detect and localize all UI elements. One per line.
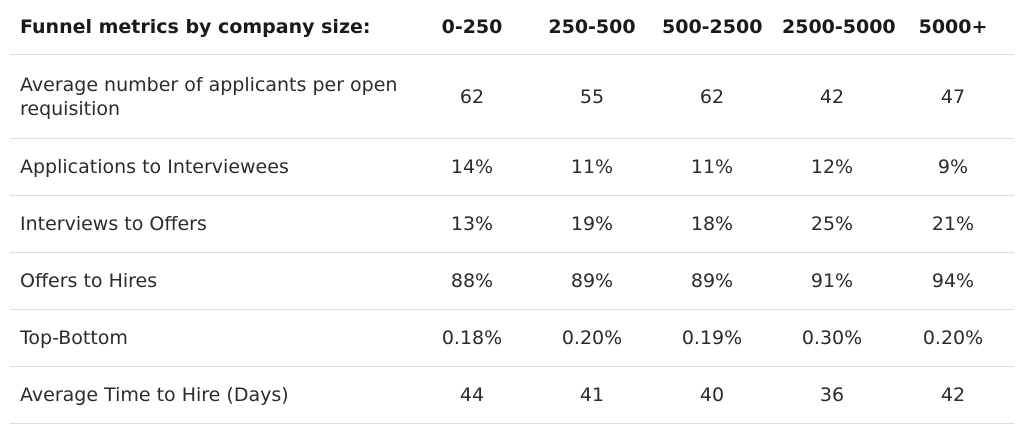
table-cell: 14%	[412, 138, 532, 196]
column-header-2500-5000: 2500-5000	[772, 0, 896, 55]
table-body: Average number of applicants per open re…	[10, 54, 1014, 424]
table-cell: 41	[532, 366, 652, 424]
table-row-offers-to-hires: Offers to Hires 88% 89% 89% 91% 94%	[10, 252, 1014, 310]
header-row: Funnel metrics by company size: 0-250 25…	[10, 0, 1014, 55]
funnel-metrics-table: Funnel metrics by company size: 0-250 25…	[10, 0, 1014, 424]
column-header-5000-plus: 5000+	[892, 0, 1014, 55]
table-cell: 25%	[772, 195, 892, 253]
table-cell: 44	[412, 366, 532, 424]
column-header-250-500: 250-500	[532, 0, 652, 55]
table-row-applications-to-interviewees: Applications to Interviewees 14% 11% 11%…	[10, 138, 1014, 196]
table-cell: 0.20%	[532, 309, 652, 367]
table-cell: 94%	[892, 252, 1014, 310]
table-cell: 0.20%	[892, 309, 1014, 367]
table-cell: 18%	[652, 195, 772, 253]
table-row-applicants-per-requisition: Average number of applicants per open re…	[10, 54, 1014, 139]
table-cell: 0.18%	[412, 309, 532, 367]
table-cell: 0.30%	[772, 309, 892, 367]
column-header-500-2500: 500-2500	[652, 0, 772, 55]
table-cell: 19%	[532, 195, 652, 253]
row-label: Applications to Interviewees	[10, 138, 412, 196]
table-cell: 88%	[412, 252, 532, 310]
table-cell: 89%	[532, 252, 652, 310]
table-cell: 62	[652, 54, 772, 139]
table-header: Funnel metrics by company size: 0-250 25…	[10, 0, 1014, 55]
column-header-0-250: 0-250	[412, 0, 532, 55]
table-cell: 9%	[892, 138, 1014, 196]
table-cell: 11%	[652, 138, 772, 196]
table-cell: 13%	[412, 195, 532, 253]
table-row-interviews-to-offers: Interviews to Offers 13% 19% 18% 25% 21%	[10, 195, 1014, 253]
row-label: Offers to Hires	[10, 252, 412, 310]
table-cell: 12%	[772, 138, 892, 196]
table-cell: 11%	[532, 138, 652, 196]
table-cell: 21%	[892, 195, 1014, 253]
table-cell: 62	[412, 54, 532, 139]
table-cell: 42	[772, 54, 892, 139]
row-label: Average Time to Hire (Days)	[10, 366, 412, 424]
row-label: Average number of applicants per open re…	[10, 54, 412, 139]
table-cell: 89%	[652, 252, 772, 310]
row-label: Interviews to Offers	[10, 195, 412, 253]
table-cell: 47	[892, 54, 1014, 139]
table-row-top-bottom: Top-Bottom 0.18% 0.20% 0.19% 0.30% 0.20%	[10, 309, 1014, 367]
table-cell: 42	[892, 366, 1014, 424]
header-label: Funnel metrics by company size:	[10, 0, 412, 55]
table-cell: 55	[532, 54, 652, 139]
table-cell: 40	[652, 366, 772, 424]
table-row-average-time-to-hire: Average Time to Hire (Days) 44 41 40 36 …	[10, 366, 1014, 424]
row-label: Top-Bottom	[10, 309, 412, 367]
table-cell: 91%	[772, 252, 892, 310]
table-cell: 36	[772, 366, 892, 424]
table-cell: 0.19%	[652, 309, 772, 367]
